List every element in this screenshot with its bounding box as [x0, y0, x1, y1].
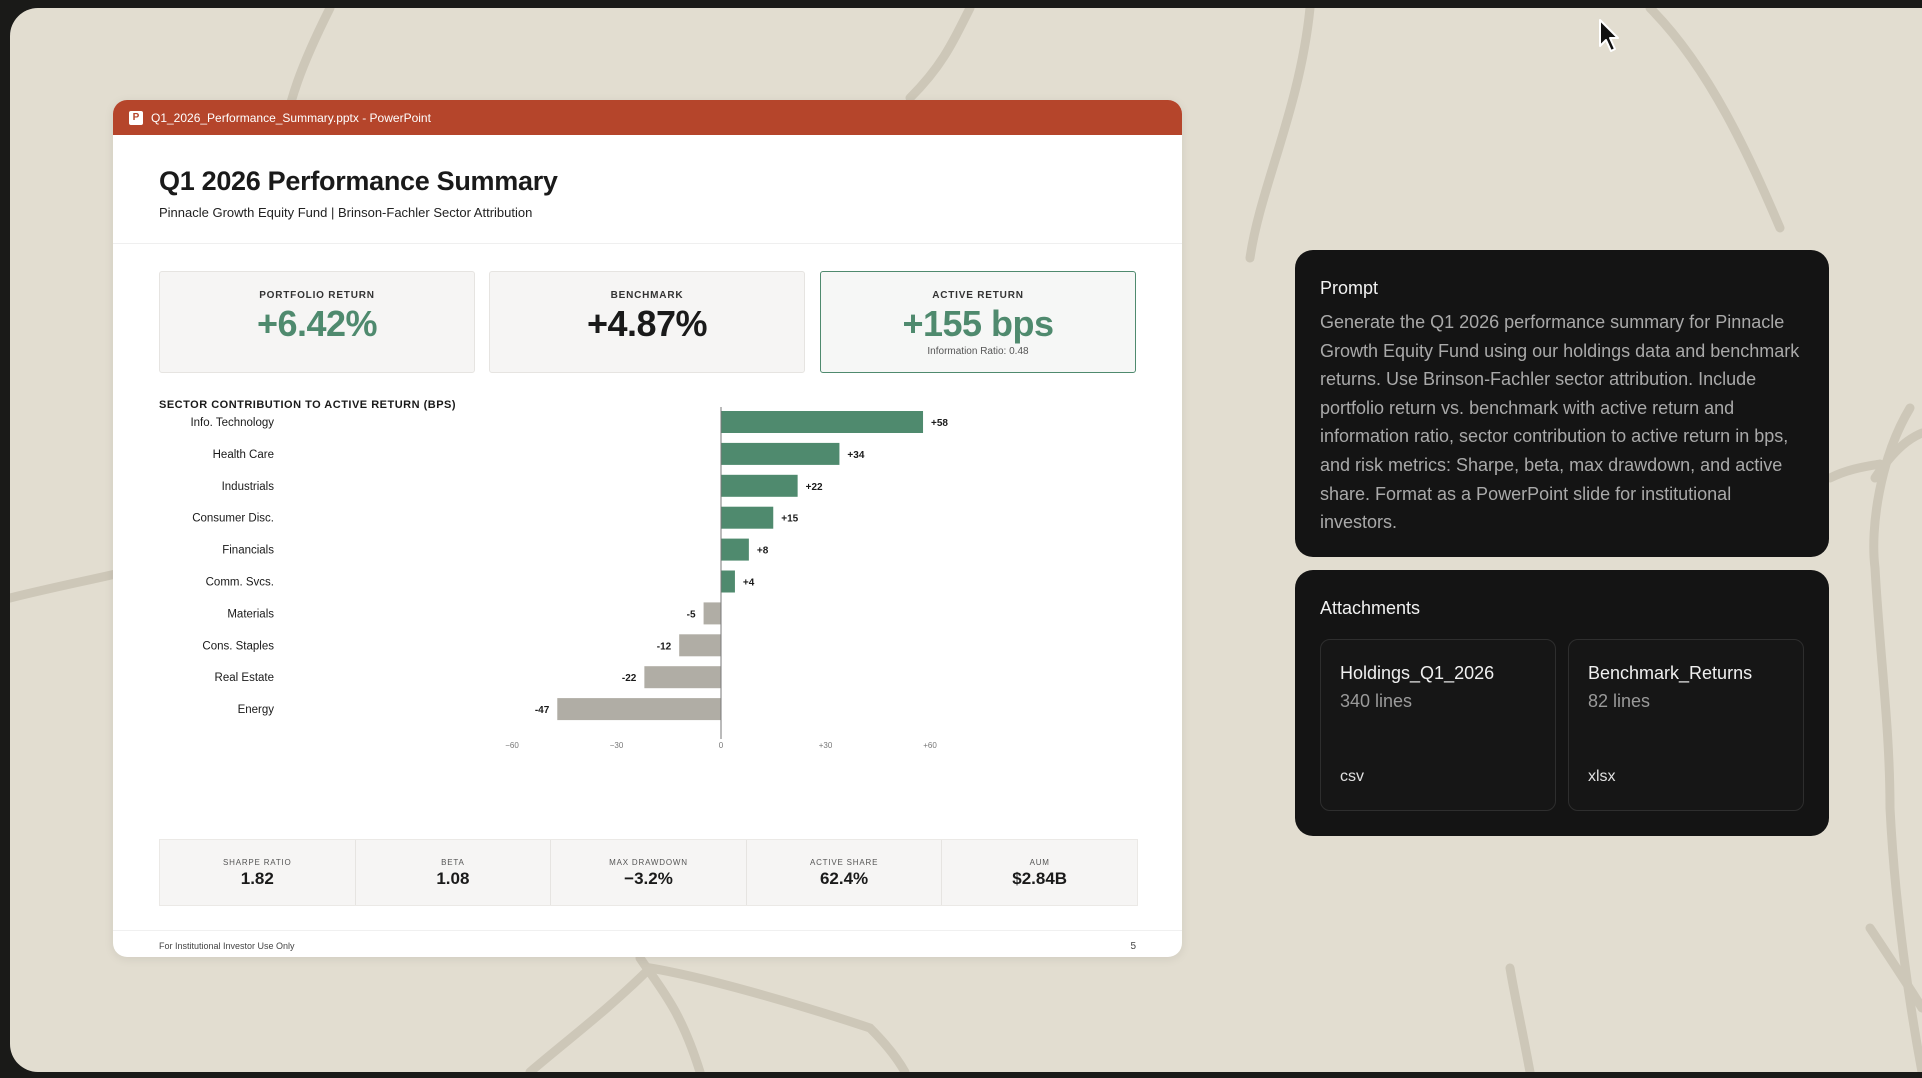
attachment-name: Benchmark_Returns: [1588, 663, 1753, 683]
x-tick-label: −30: [610, 741, 624, 750]
prompt-panel: Prompt Generate the Q1 2026 performance …: [1295, 250, 1829, 557]
kpi-value: +155 bps: [902, 303, 1054, 344]
bar-value-label: -22: [622, 673, 637, 684]
powerpoint-window: P Q1_2026_Performance_Summary.pptx - Pow…: [113, 100, 1182, 957]
bar: [721, 570, 735, 593]
bar-category-label: Health Care: [213, 449, 274, 461]
slide-title: Q1 2026 Performance Summary: [159, 166, 558, 196]
page-number: 5: [1130, 941, 1136, 952]
x-tick-label: −60: [505, 741, 519, 750]
metric-sharpe-ratio: SHARPE RATIO 1.82: [160, 840, 356, 905]
powerpoint-icon: P: [129, 110, 143, 125]
bar-value-label: +4: [743, 578, 755, 589]
bar-category-label: Real Estate: [215, 672, 274, 684]
bar-value-label: -5: [687, 609, 696, 620]
kpi-benchmark: BENCHMARK +4.87%: [489, 271, 805, 373]
bar-category-label: Industrials: [222, 481, 275, 493]
bar-category-label: Info. Technology: [190, 417, 274, 429]
bar-category-label: Comm. Svcs.: [206, 577, 274, 589]
bar-category-label: Cons. Staples: [202, 640, 274, 652]
x-tick-label: +60: [923, 741, 937, 750]
metric-beta: BETA 1.08: [356, 840, 552, 905]
metric-value: $2.84B: [1012, 869, 1068, 888]
attachment-file-type: csv: [1340, 768, 1364, 785]
metric-value: 1.82: [240, 869, 274, 888]
bar: [721, 474, 798, 497]
bar: [721, 442, 840, 465]
slide-header: Q1 2026 Performance Summary Pinnacle Gro…: [159, 166, 558, 220]
bar-value-label: +8: [757, 546, 769, 557]
slide-subtitle: Pinnacle Growth Equity Fund | Brinson-Fa…: [159, 205, 533, 220]
bar-category-label: Consumer Disc.: [192, 513, 274, 525]
mouse-cursor-icon: [1598, 18, 1624, 59]
metric-max-drawdown: MAX DRAWDOWN −3.2%: [551, 840, 747, 905]
desktop-background: P Q1_2026_Performance_Summary.pptx - Pow…: [10, 8, 1922, 1072]
attachment-line-count: 340 lines: [1340, 691, 1413, 711]
bar-value-label: -47: [535, 705, 550, 716]
x-tick-label: +30: [819, 741, 833, 750]
bar-value-label: +34: [847, 450, 864, 461]
kpi-label: BENCHMARK: [610, 290, 684, 301]
information-ratio-note: Information Ratio: 0.48: [927, 346, 1029, 357]
kpi-value: +6.42%: [256, 303, 378, 344]
attachments-title: Attachments: [1320, 598, 1421, 618]
metric-active-share: ACTIVE SHARE 62.4%: [747, 840, 943, 905]
risk-metrics-bar: SHARPE RATIO 1.82 BETA 1.08 MAX DRAWDOWN…: [159, 839, 1138, 906]
bar-value-label: +15: [781, 514, 798, 525]
bar: [703, 602, 721, 625]
metric-value: 62.4%: [819, 869, 869, 888]
metric-label: ACTIVE SHARE: [809, 858, 879, 867]
divider: [113, 243, 1182, 244]
sector-contribution-chart: Info. Technology +58 Health Care +34 Industr…: [190, 407, 948, 750]
prompt-title: Prompt: [1320, 278, 1379, 298]
attachment-file-type: xlsx: [1588, 768, 1616, 785]
metric-label: SHARPE RATIO: [223, 858, 292, 867]
window-titlebar[interactable]: P Q1_2026_Performance_Summary.pptx - Pow…: [113, 100, 1182, 135]
bar-value-label: +58: [931, 418, 948, 429]
metric-aum: AUM $2.84B: [942, 840, 1137, 905]
kpi-label: ACTIVE RETURN: [932, 290, 1024, 301]
prompt-text: Generate the Q1 2026 performance summary…: [1320, 312, 1800, 533]
metric-label: MAX DRAWDOWN: [609, 858, 688, 867]
chart-title: SECTOR CONTRIBUTION TO ACTIVE RETURN (BP…: [159, 399, 457, 411]
bar: [721, 411, 924, 433]
bar-value-label: -12: [657, 641, 672, 652]
kpi-active-return: ACTIVE RETURN +155 bps Information Ratio…: [820, 271, 1136, 373]
kpi-portfolio-return: PORTFOLIO RETURN +6.42%: [159, 271, 475, 373]
bar-category-label: Financials: [222, 545, 274, 557]
bar: [644, 666, 721, 689]
x-tick-label: 0: [719, 741, 724, 750]
attachment-line-count: 82 lines: [1588, 691, 1651, 711]
footer-disclaimer: For Institutional Investor Use Only: [159, 941, 295, 951]
bar: [721, 538, 749, 561]
bar-category-label: Energy: [238, 704, 275, 716]
metric-label: AUM: [1029, 858, 1050, 867]
kpi-label: PORTFOLIO RETURN: [259, 290, 375, 301]
attachment-name: Holdings_Q1_2026: [1340, 663, 1495, 683]
kpi-value: +4.87%: [586, 303, 708, 344]
bar-category-label: Materials: [227, 608, 274, 620]
metric-value: 1.08: [436, 869, 470, 888]
window-title: Q1_2026_Performance_Summary.pptx - Power…: [151, 110, 431, 125]
bar: [557, 698, 721, 721]
divider: [113, 930, 1182, 931]
attachment-card-benchmark[interactable]: Benchmark_Returns 82 lines xlsx: [1568, 639, 1804, 811]
bar: [679, 634, 721, 657]
attachments-panel: Attachments Holdings_Q1_2026 340 lines c…: [1295, 570, 1829, 836]
bar-value-label: +22: [806, 482, 823, 493]
background-pattern: [10, 8, 1922, 1072]
bar: [721, 506, 774, 529]
metric-value: −3.2%: [624, 869, 673, 888]
metric-label: BETA: [441, 858, 465, 867]
attachment-card-holdings[interactable]: Holdings_Q1_2026 340 lines csv: [1320, 639, 1556, 811]
